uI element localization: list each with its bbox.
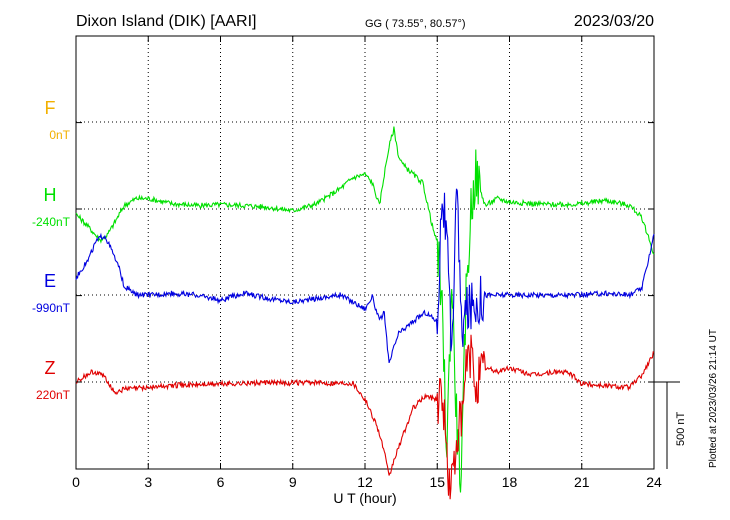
x-tick-label: 12 <box>357 474 373 490</box>
coordinates-label: GG ( 73.55°, 80.57°) <box>365 18 466 30</box>
channel-name-H: H <box>44 185 57 205</box>
channel-name-Z: Z <box>45 358 56 378</box>
x-axis-label: U T (hour) <box>333 490 396 506</box>
x-tick-label: 24 <box>646 474 662 490</box>
x-tick-label: 6 <box>217 474 225 490</box>
x-tick-label: 15 <box>429 474 445 490</box>
channel-name-F: F <box>45 98 56 118</box>
x-axis-ticks: 0 3 6 9 12 15 18 21 24 <box>72 36 662 490</box>
channel-name-E: E <box>44 271 56 291</box>
grid-lines <box>76 36 654 469</box>
channel-baseline-F: 0nT <box>49 128 70 142</box>
x-tick-label: 0 <box>72 474 80 490</box>
x-tick-label: 3 <box>144 474 152 490</box>
x-tick-label: 21 <box>574 474 590 490</box>
series-line-H <box>75 126 655 493</box>
channel-labels: F 0nT H -240nT E -990nT Z 220nT <box>32 98 71 402</box>
plotted-at-label: Plotted at 2023/03/26 21:14 UT <box>708 329 719 468</box>
x-tick-label: 9 <box>289 474 297 490</box>
series-line-Z <box>76 334 655 500</box>
x-tick-label: 18 <box>502 474 518 490</box>
date-label: 2023/03/20 <box>574 13 654 30</box>
channel-baseline-H: -240nT <box>32 215 71 229</box>
channel-baseline-E: -990nT <box>32 301 71 315</box>
scale-bar-label: 500 nT <box>675 411 687 446</box>
series-line-E <box>75 188 655 364</box>
channel-baseline-Z: 220nT <box>36 388 71 402</box>
series-group <box>75 126 655 500</box>
station-title: Dixon Island (DIK) [AARI] <box>76 13 257 30</box>
